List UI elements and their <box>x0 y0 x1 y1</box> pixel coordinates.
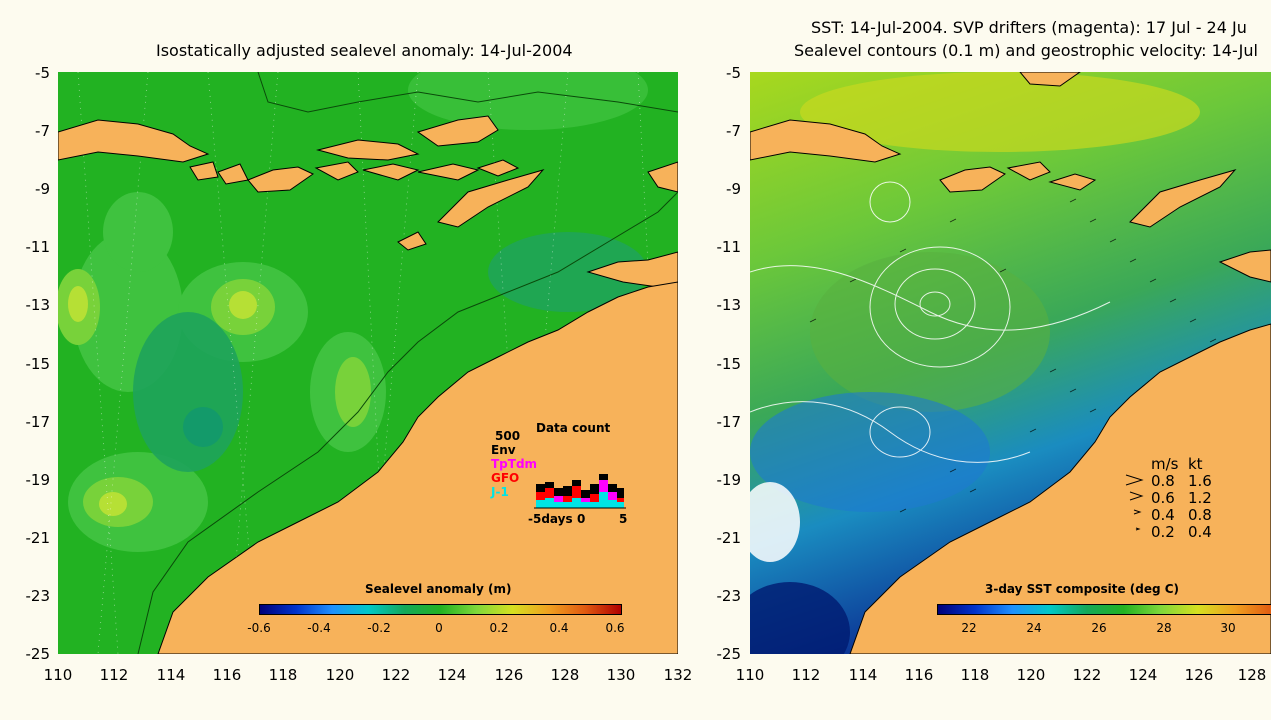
data-count-max: 500 <box>495 429 521 443</box>
x-tick: 120 <box>325 666 355 684</box>
x-tick: 116 <box>904 666 934 684</box>
colorbar-tick: 0.2 <box>489 621 509 635</box>
sst-colorbar-label: 3-day SST composite (deg C) <box>985 582 1180 596</box>
colorbar-tick: -0.6 <box>247 621 271 635</box>
colorbar-tick: -0.4 <box>307 621 331 635</box>
x-tick: 122 <box>1072 666 1102 684</box>
left-map-title: Isostatically adjusted sealevel anomaly:… <box>156 41 573 60</box>
mission-tptdm: TpTdm <box>491 457 538 471</box>
colorbar-tick: 28 <box>1156 621 1172 635</box>
x-tick: 110 <box>735 666 765 684</box>
y-tick: -23 <box>25 587 51 605</box>
right-map-title-line2: Sealevel contours (0.1 m) and geostrophi… <box>794 41 1258 60</box>
x-tick: 130 <box>606 666 636 684</box>
data-count-x-right: 5 <box>619 512 628 526</box>
x-tick: 126 <box>1184 666 1214 684</box>
x-tick: 122 <box>381 666 411 684</box>
y-tick: -9 <box>35 180 50 198</box>
data-count-x-left: -5days <box>528 512 573 526</box>
data-count-title: Data count <box>536 421 611 435</box>
colorbar-tick: 0.6 <box>605 621 625 635</box>
y-tick: -7 <box>35 122 50 140</box>
sealevel-colorbar-label: Sealevel anomaly (m) <box>365 582 512 596</box>
speed-legend-kt: 1.2 <box>1188 489 1212 507</box>
x-tick: 118 <box>960 666 990 684</box>
x-tick: 114 <box>156 666 186 684</box>
x-tick: 112 <box>791 666 821 684</box>
x-tick: 112 <box>99 666 129 684</box>
y-tick: -17 <box>716 413 742 431</box>
sst-colorbar <box>937 604 1271 615</box>
x-tick: 128 <box>550 666 580 684</box>
y-tick: -23 <box>716 587 742 605</box>
colorbar-tick: 0.4 <box>549 621 569 635</box>
y-tick: -13 <box>716 296 742 314</box>
x-tick: 132 <box>663 666 693 684</box>
speed-legend-ms: 0.2 <box>1151 523 1175 541</box>
x-tick: 128 <box>1237 666 1267 684</box>
y-tick: -17 <box>25 413 51 431</box>
sealevel-colorbar <box>259 604 622 615</box>
y-tick: -11 <box>716 238 742 256</box>
right-map-title-line1: SST: 14-Jul-2004. SVP drifters (magenta)… <box>811 18 1247 37</box>
speed-legend-kt: 0.8 <box>1188 506 1212 524</box>
y-tick: -19 <box>25 471 51 489</box>
colorbar-tick: 22 <box>961 621 977 635</box>
x-tick: 118 <box>268 666 298 684</box>
speed-legend-kt: 1.6 <box>1188 472 1212 490</box>
y-tick: -15 <box>716 355 742 373</box>
x-tick: 110 <box>43 666 73 684</box>
mission-gfo: GFO <box>491 471 520 485</box>
x-tick: 120 <box>1016 666 1046 684</box>
speed-legend-header-kt: kt <box>1188 455 1203 473</box>
y-tick: -21 <box>716 529 742 547</box>
x-tick: 114 <box>848 666 878 684</box>
colorbar-tick: 24 <box>1026 621 1042 635</box>
speed-legend-kt: 0.4 <box>1188 523 1212 541</box>
y-tick: -5 <box>35 64 50 82</box>
data-count-x-mid: 0 <box>577 512 586 526</box>
speed-legend-header-ms: m/s <box>1151 455 1179 473</box>
mission-env: Env <box>491 443 516 457</box>
colorbar-tick: 30 <box>1220 621 1236 635</box>
y-tick: -25 <box>716 645 742 663</box>
colorbar-tick: 0 <box>435 621 443 635</box>
speed-legend-ms: 0.6 <box>1151 489 1175 507</box>
y-tick: -7 <box>726 122 741 140</box>
mission-j1: J-1 <box>491 485 509 499</box>
y-tick: -5 <box>726 64 741 82</box>
y-tick: -13 <box>25 296 51 314</box>
y-tick: -19 <box>716 471 742 489</box>
speed-legend-ms: 0.8 <box>1151 472 1175 490</box>
y-tick: -11 <box>25 238 51 256</box>
y-tick: -21 <box>25 529 51 547</box>
x-tick: 124 <box>437 666 467 684</box>
speed-legend-ms: 0.4 <box>1151 506 1175 524</box>
y-tick: -9 <box>726 180 741 198</box>
x-tick: 126 <box>494 666 524 684</box>
data-count-histogram <box>534 474 626 509</box>
x-tick: 124 <box>1128 666 1158 684</box>
speed-legend-arrows <box>1125 474 1144 531</box>
x-tick: 116 <box>212 666 242 684</box>
colorbar-tick: 26 <box>1091 621 1107 635</box>
sst-map <box>750 72 1271 654</box>
colorbar-tick: -0.2 <box>367 621 391 635</box>
y-tick: -25 <box>25 645 51 663</box>
y-tick: -15 <box>25 355 51 373</box>
sealevel-anomaly-map <box>58 72 678 654</box>
